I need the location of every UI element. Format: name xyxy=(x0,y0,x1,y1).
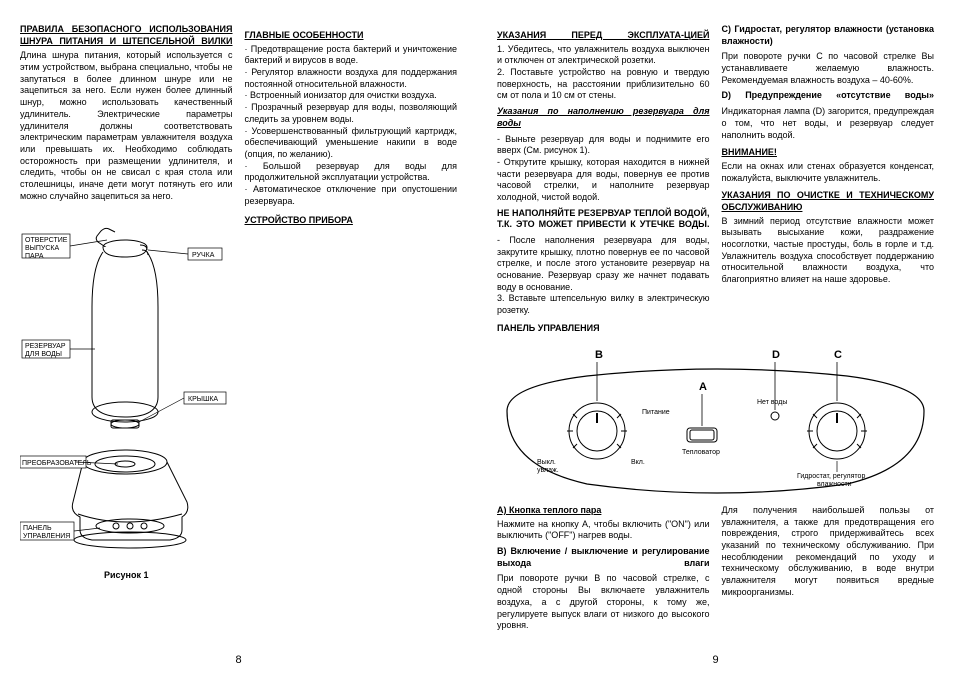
svg-text:влажности: влажности xyxy=(817,481,852,488)
text-a: Нажмите на кнопку A, чтобы включить ("ON… xyxy=(497,519,710,542)
panel-letter-d: D xyxy=(772,349,780,361)
page-number-left: 8 xyxy=(235,653,241,667)
svg-text:КРЫШКА: КРЫШКА xyxy=(188,396,218,403)
device-figure: ОТВЕРСТИЕ ВЫПУСКА ПАРА РУЧКА xyxy=(20,212,233,582)
text-d: Индикаторная лампа (D) загорится, предуп… xyxy=(722,106,935,141)
text-instructions: 1. Убедитесь, что увлажнитель воздуха вы… xyxy=(497,44,710,102)
page-right-bottom-col2: Для получения наибольшей пользы от увлаж… xyxy=(722,505,935,636)
heading-safety: ПРАВИЛА БЕЗОПАСНОГО ИСПОЛЬЗОВАНИЯ ШНУРА … xyxy=(20,24,233,47)
spread: ПРАВИЛА БЕЗОПАСНОГО ИСПОЛЬЗОВАНИЯ ШНУРА … xyxy=(0,0,954,675)
page-right-bottom-row: A) Кнопка теплого пара Нажмите на кнопку… xyxy=(497,505,934,636)
text-cleaning: В зимний период отсутствие влажности мож… xyxy=(722,216,935,286)
text-fill-water: - Выньте резервуар для воды и поднимите … xyxy=(497,134,710,204)
svg-text:РУЧКА: РУЧКА xyxy=(192,252,215,259)
text-attention: Если на окнах или стенах образуется конд… xyxy=(722,161,935,184)
page-number-right: 9 xyxy=(712,653,718,667)
svg-text:ОТВЕРСТИЕ: ОТВЕРСТИЕ xyxy=(25,237,68,244)
label-handle: РУЧКА xyxy=(148,248,222,260)
heading-attention: ВНИМАНИЕ! xyxy=(722,147,935,159)
heading-a: A) Кнопка теплого пара xyxy=(497,505,710,517)
heading-cleaning: УКАЗАНИЯ ПО ОЧИСТКЕ И ТЕХНИЧЕСКОМУ ОБСЛУ… xyxy=(722,190,935,213)
text-features: · Предотвращение роста бактерий и уничто… xyxy=(245,44,458,208)
label-water-tank: РЕЗЕРВУАР ДЛЯ ВОДЫ xyxy=(22,340,95,358)
svg-text:РЕЗЕРВУАР: РЕЗЕРВУАР xyxy=(25,343,66,350)
text-safety: Длина шнура питания, который используетс… xyxy=(20,50,233,202)
panel-label-off: Выкл. xyxy=(537,459,556,466)
text-warning-water: - После наполнения резервуара для воды, … xyxy=(497,235,710,317)
label-control-panel: ПАНЕЛЬ УПРАВЛЕНИЯ xyxy=(20,522,100,540)
heading-instructions: УКАЗАНИЯ ПЕРЕД ЭКСПЛУАТА-ЦИЕЙ xyxy=(497,30,710,42)
control-panel-figure: B A D C Питание Выкл. увлаж. Вкл. Теплов… xyxy=(497,346,934,506)
heading-warning-water: НЕ НАПОЛНЯЙТЕ РЕЗЕРВУАР ТЕПЛОЙ ВОДОЙ, Т.… xyxy=(497,208,710,231)
page-left: ПРАВИЛА БЕЗОПАСНОГО ИСПОЛЬЗОВАНИЯ ШНУРА … xyxy=(0,0,477,675)
heading-b: B) Включение / выключение и регулировани… xyxy=(497,546,710,569)
page-left-col1: ПРАВИЛА БЕЗОПАСНОГО ИСПОЛЬЗОВАНИЯ ШНУРА … xyxy=(20,24,233,663)
panel-label-humidistat: Гидростат, регулятор xyxy=(797,473,865,480)
heading-control-panel: ПАНЕЛЬ УПРАВЛЕНИЯ xyxy=(497,323,710,335)
page-left-columns: ПРАВИЛА БЕЗОПАСНОГО ИСПОЛЬЗОВАНИЯ ШНУРА … xyxy=(20,24,457,663)
svg-text:ДЛЯ ВОДЫ: ДЛЯ ВОДЫ xyxy=(25,351,62,358)
heading-c: C) Гидростат, регулятор влажности (устан… xyxy=(722,24,935,47)
panel-label-on: Вкл. xyxy=(631,459,645,466)
control-panel-diagram: B A D C Питание Выкл. увлаж. Вкл. Теплов… xyxy=(497,346,934,506)
svg-text:ПАРА: ПАРА xyxy=(25,253,44,260)
svg-text:ПРЕОБРАЗОВАТЕЛЬ: ПРЕОБРАЗОВАТЕЛЬ xyxy=(22,460,92,467)
panel-label-warm: Тепловатор xyxy=(682,449,720,456)
heading-features: ГЛАВНЫЕ ОСОБЕННОСТИ xyxy=(245,30,458,42)
svg-text:ПАНЕЛЬ: ПАНЕЛЬ xyxy=(23,525,52,532)
panel-label-nowater: Нет воды xyxy=(757,399,787,406)
svg-text:УПРАВЛЕНИЯ: УПРАВЛЕНИЯ xyxy=(23,533,70,540)
heading-fill-water: Указания по наполнению резервуара для во… xyxy=(497,106,710,129)
heading-d: D) Предупреждение «отсутствие воды» xyxy=(722,90,935,102)
text-c: При повороте ручки C по часовой стрелке … xyxy=(722,51,935,86)
figure-caption-1: Рисунок 1 xyxy=(20,570,233,582)
page-right-bottom-col1: A) Кнопка теплого пара Нажмите на кнопку… xyxy=(497,505,710,636)
label-steam-outlet: ОТВЕРСТИЕ ВЫПУСКА ПАРА xyxy=(22,234,107,260)
page-left-col2: ГЛАВНЫЕ ОСОБЕННОСТИ · Предотвращение рос… xyxy=(245,24,458,663)
heading-device-structure: УСТРОЙСТВО ПРИБОРА xyxy=(245,215,458,227)
panel-letter-b: B xyxy=(595,349,603,361)
panel-label-power: Питание xyxy=(642,409,670,416)
panel-letter-c: C xyxy=(834,349,842,361)
page-right: УКАЗАНИЯ ПЕРЕД ЭКСПЛУАТА-ЦИЕЙ 1. Убедите… xyxy=(477,0,954,675)
label-transducer: ПРЕОБРАЗОВАТЕЛЬ xyxy=(20,456,118,468)
svg-text:ВЫПУСКА: ВЫПУСКА xyxy=(25,245,59,252)
text-benefit: Для получения наибольшей пользы от увлаж… xyxy=(722,505,935,599)
svg-text:увлаж.: увлаж. xyxy=(537,467,559,474)
humidifier-diagram: ОТВЕРСТИЕ ВЫПУСКА ПАРА РУЧКА xyxy=(20,212,230,562)
text-b: При повороте ручки B по часовой стрелке,… xyxy=(497,573,710,631)
panel-letter-a: A xyxy=(699,381,707,393)
